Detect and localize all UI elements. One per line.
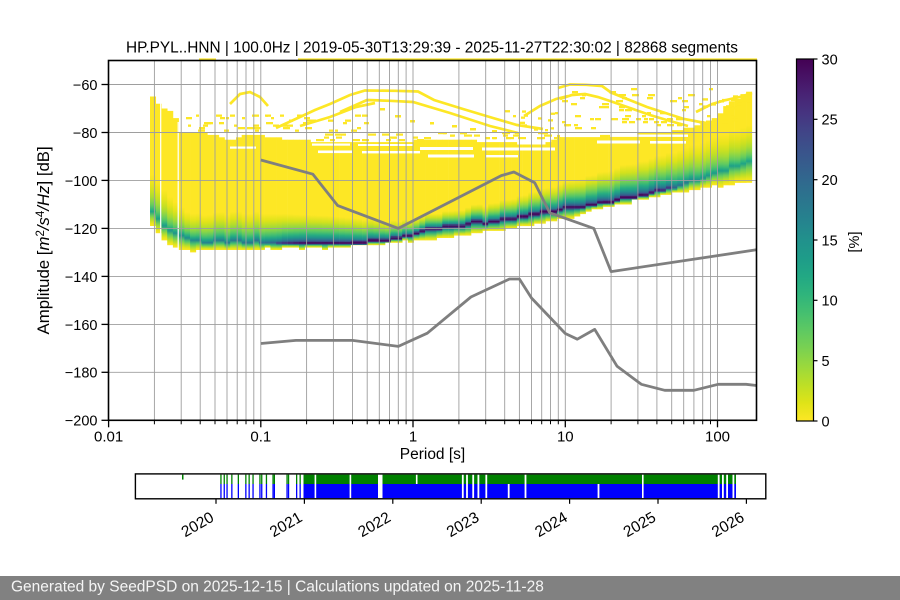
svg-text:[%]: [%] [847, 232, 863, 253]
svg-text:0.01: 0.01 [94, 428, 123, 445]
svg-text:HP.PYL..HNN | 100.0Hz | 2019-0: HP.PYL..HNN | 100.0Hz | 2019-05-30T13:29… [126, 39, 738, 56]
svg-text:0: 0 [822, 414, 830, 430]
svg-text:−80: −80 [73, 126, 98, 142]
svg-text:1: 1 [409, 428, 417, 445]
svg-text:30: 30 [822, 52, 838, 68]
svg-text:10: 10 [557, 428, 574, 445]
svg-text:Generated by SeedPSD on 2025-1: Generated by SeedPSD on 2025-12-15 | Cal… [11, 579, 544, 596]
svg-text:Amplitude [m2/s4/Hz] [dB]: Amplitude [m2/s4/Hz] [dB] [34, 146, 53, 334]
svg-text:−180: −180 [65, 366, 98, 382]
svg-text:10: 10 [822, 294, 838, 310]
svg-text:25: 25 [822, 113, 838, 129]
svg-text:0.1: 0.1 [250, 428, 271, 445]
svg-text:−200: −200 [65, 414, 98, 430]
svg-text:100: 100 [705, 428, 730, 445]
svg-text:5: 5 [822, 354, 830, 370]
svg-text:−160: −160 [65, 318, 98, 334]
svg-text:−140: −140 [65, 270, 98, 286]
svg-text:15: 15 [822, 233, 838, 249]
svg-text:−60: −60 [73, 78, 98, 94]
svg-text:Period [s]: Period [s] [400, 446, 465, 463]
svg-text:−120: −120 [65, 222, 98, 238]
svg-text:20: 20 [822, 173, 838, 189]
svg-text:−100: −100 [65, 174, 98, 190]
